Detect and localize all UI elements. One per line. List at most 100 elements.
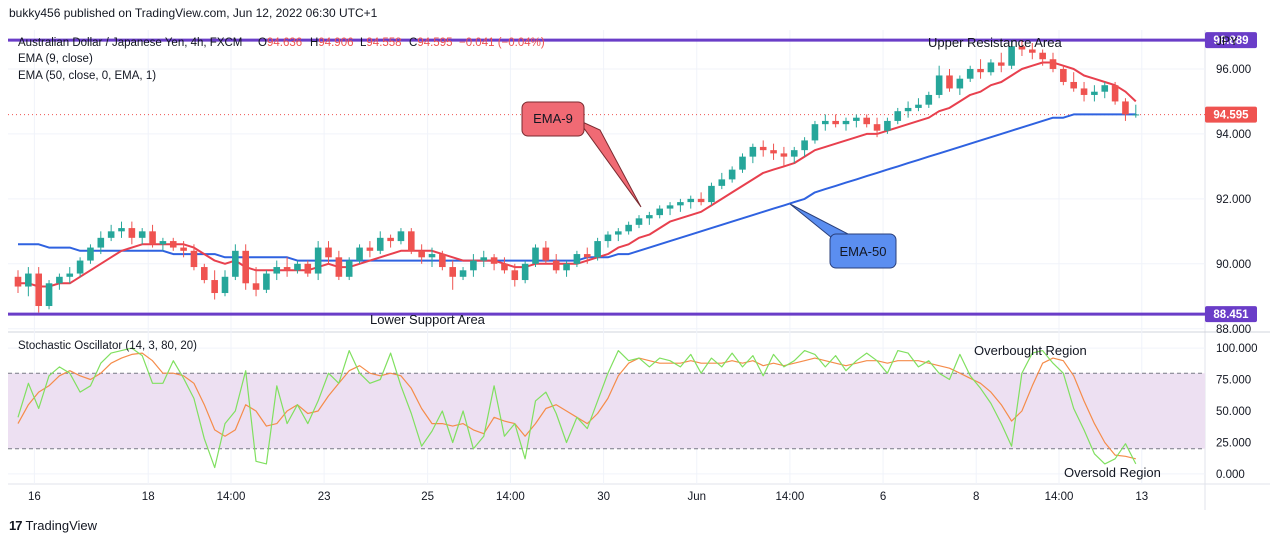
candle-body	[87, 247, 94, 261]
ema9-callout-pointer	[576, 118, 642, 208]
lower-support-label: Lower Support Area	[370, 312, 486, 327]
candle-body	[459, 270, 467, 277]
ema9-legend[interactable]: EMA (9, close)	[18, 53, 93, 65]
candle-body	[646, 215, 653, 219]
candle-body	[232, 250, 239, 277]
candle-body	[1070, 81, 1077, 89]
price-pane-bg	[8, 30, 1205, 332]
candle-body	[180, 247, 187, 251]
candle-body	[418, 250, 425, 258]
last-price-tag	[1205, 106, 1257, 123]
candle-body	[1091, 91, 1098, 95]
candle-body	[190, 250, 198, 268]
tradingview-brand: TradingView	[25, 518, 98, 533]
candle-body	[966, 68, 974, 79]
candle-body	[138, 231, 146, 238]
stoch-k-line	[17, 347, 1137, 469]
candle-body	[749, 146, 757, 157]
candle-body	[739, 156, 746, 170]
candle-body	[697, 198, 705, 203]
candle-body	[552, 260, 560, 271]
candle-body	[273, 267, 281, 274]
publisher-header: bukky456 published on TradingView.com, J…	[9, 6, 378, 20]
ema50-legend[interactable]: EMA (50, close, 0, EMA, 1)	[18, 70, 156, 82]
time-tick-label: 13	[1135, 491, 1148, 503]
candle-body	[366, 247, 374, 251]
level-price-tag	[1205, 32, 1257, 49]
candle-body	[107, 231, 115, 238]
candle-body	[687, 198, 695, 203]
candle-body	[1018, 46, 1026, 50]
candle-body	[521, 263, 529, 281]
candle-body	[14, 276, 22, 287]
ohlc-open-label: O	[258, 37, 267, 49]
candle-body	[583, 254, 591, 258]
time-tick-label: 25	[421, 491, 434, 503]
time-tick-label: 8	[973, 491, 979, 503]
candle-body	[118, 228, 125, 232]
oversold-label: Oversold Region	[1064, 465, 1161, 480]
time-tick-label: 14:00	[217, 491, 246, 503]
candle-body	[1008, 46, 1015, 66]
candle-body	[946, 75, 953, 89]
candle-body	[666, 205, 674, 209]
tradingview-logo[interactable]: 17 TradingView	[9, 518, 97, 533]
ema50-callout-text: EMA-50	[840, 244, 887, 259]
candle-body	[822, 120, 829, 125]
stoch-tick-label: 75.000	[1216, 375, 1251, 387]
currency-label: JPY	[1216, 34, 1238, 48]
time-tick-label: 18	[142, 491, 155, 503]
candle-body	[1060, 68, 1067, 82]
candle-body	[76, 260, 84, 274]
candle-body	[956, 78, 964, 89]
overbought-label: Overbought Region	[974, 343, 1087, 358]
candle-body	[1111, 85, 1119, 102]
candle-body	[708, 185, 715, 203]
candle-body	[387, 237, 394, 242]
candle-body	[542, 247, 550, 261]
candle-body	[935, 75, 943, 95]
candle-body	[832, 120, 839, 125]
candle-body	[863, 117, 870, 125]
upper-resistance-label: Upper Resistance Area	[928, 35, 1062, 50]
stoch-tick-label: 100.000	[1216, 343, 1258, 355]
stoch-tick-label: 25.000	[1216, 437, 1251, 449]
ohlc-values: O94.636 H94.906 L94.558 C94.595 −0.041 (…	[258, 37, 545, 49]
time-tick-label: 30	[597, 491, 610, 503]
candle-body	[1101, 85, 1109, 92]
candle-body	[159, 241, 167, 245]
stoch-band-zone	[8, 373, 1205, 449]
candle-body	[1039, 52, 1046, 60]
price-tick-label: 92.000	[1216, 194, 1251, 206]
candle-body	[66, 273, 74, 277]
svg-text:O94.636: O94.636	[258, 37, 302, 49]
level-price-tag	[1205, 306, 1257, 323]
candle-body	[283, 267, 291, 271]
candle-body	[770, 150, 777, 154]
candle-body	[718, 179, 726, 186]
price-tick-label: 90.000	[1216, 259, 1251, 271]
ema9-callout-box	[521, 101, 585, 137]
symbol-name: Australian Dollar / Japanese Yen, 4h, FX…	[18, 37, 242, 49]
candle-body	[97, 237, 105, 248]
candle-body	[925, 94, 933, 105]
ohlc-low-label: L	[360, 37, 367, 49]
candle-body	[904, 107, 912, 112]
candle-body	[1080, 88, 1088, 95]
candle-body	[1029, 49, 1036, 53]
candle-body	[842, 120, 850, 125]
price-tick-label: 94.000	[1216, 129, 1251, 141]
candle-body	[25, 273, 32, 287]
candle-body	[780, 153, 788, 157]
ema9-callout-text: EMA-9	[533, 111, 573, 126]
candle-body	[470, 260, 477, 271]
stoch-legend[interactable]: Stochastic Oscillator (14, 3, 80, 20)	[18, 340, 197, 352]
candle-body	[1132, 114, 1140, 116]
candle-body	[635, 218, 643, 225]
time-tick-label: 16	[28, 491, 41, 503]
candle-body	[128, 228, 136, 238]
price-tick-label: 96.000	[1216, 64, 1251, 76]
candle-body	[873, 124, 881, 131]
